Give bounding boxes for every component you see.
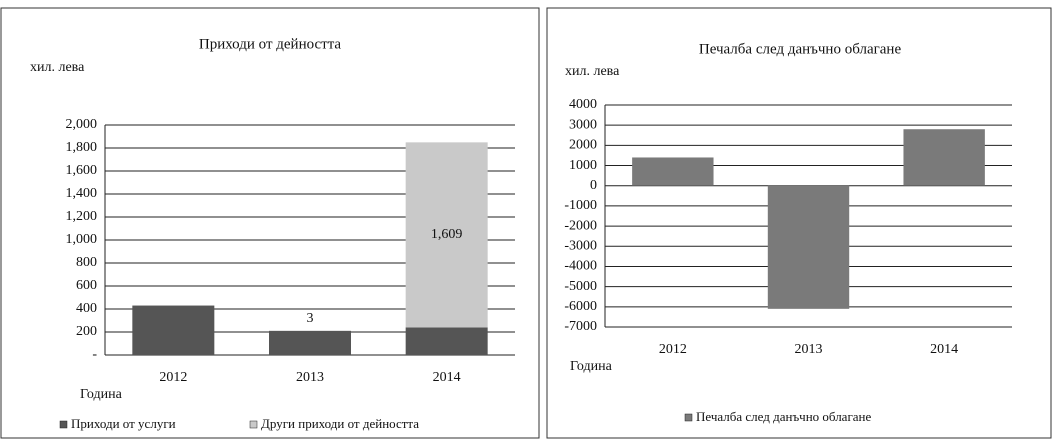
y-tick-label: 2,000 bbox=[66, 117, 98, 132]
bar bbox=[406, 327, 488, 355]
y-tick-label: 1,200 bbox=[66, 209, 98, 224]
y-tick-label: -4000 bbox=[564, 259, 597, 274]
legend-swatch bbox=[60, 421, 67, 428]
data-label: 3 bbox=[307, 311, 314, 326]
legend-label: Други приходи от дейността bbox=[261, 416, 419, 431]
bar bbox=[768, 186, 849, 309]
y-tick-label: -7000 bbox=[564, 319, 597, 334]
legend-label: Печалба след данъчно облагане bbox=[696, 409, 872, 424]
chart-title: Печалба след данъчно облагане bbox=[699, 41, 902, 57]
y-tick-label: -3000 bbox=[564, 238, 597, 253]
x-axis-label: Година bbox=[80, 387, 123, 402]
x-tick-label: 2013 bbox=[795, 342, 823, 357]
bar bbox=[903, 129, 984, 186]
bar bbox=[132, 306, 214, 355]
y-tick-label: -2000 bbox=[564, 218, 597, 233]
x-tick-label: 2014 bbox=[930, 342, 958, 357]
legend-label: Приходи от услуги bbox=[71, 416, 176, 431]
y-tick-label: - bbox=[92, 347, 97, 362]
y-tick-label: 0 bbox=[590, 178, 597, 193]
x-tick-label: 2013 bbox=[296, 370, 324, 385]
y-axis-label: хил. лева bbox=[565, 64, 620, 79]
legend-swatch bbox=[250, 421, 257, 428]
y-tick-label: 800 bbox=[76, 255, 97, 270]
data-label: 1,609 bbox=[431, 227, 463, 242]
y-tick-label: 1,000 bbox=[66, 232, 98, 247]
y-axis-label: хил. лева bbox=[30, 60, 85, 75]
bar bbox=[632, 157, 713, 185]
y-tick-label: 4000 bbox=[569, 97, 597, 112]
legend-swatch bbox=[685, 414, 692, 421]
x-tick-label: 2012 bbox=[159, 370, 187, 385]
y-tick-label: 1,800 bbox=[66, 140, 98, 155]
x-tick-label: 2014 bbox=[433, 370, 461, 385]
y-tick-label: -5000 bbox=[564, 279, 597, 294]
y-tick-label: 1,400 bbox=[66, 186, 98, 201]
y-tick-label: -1000 bbox=[564, 198, 597, 213]
x-axis-label: Година bbox=[570, 359, 613, 374]
y-tick-label: 400 bbox=[76, 301, 97, 316]
y-tick-label: 200 bbox=[76, 324, 97, 339]
x-tick-label: 2012 bbox=[659, 342, 687, 357]
y-tick-label: 1000 bbox=[569, 158, 597, 173]
y-tick-label: 3000 bbox=[569, 117, 597, 132]
y-tick-label: 600 bbox=[76, 278, 97, 293]
bar bbox=[269, 331, 351, 355]
y-tick-label: -6000 bbox=[564, 299, 597, 314]
y-tick-label: 1,600 bbox=[66, 163, 98, 178]
y-tick-label: 2000 bbox=[569, 138, 597, 153]
chart-title: Приходи от дейността bbox=[199, 36, 342, 52]
